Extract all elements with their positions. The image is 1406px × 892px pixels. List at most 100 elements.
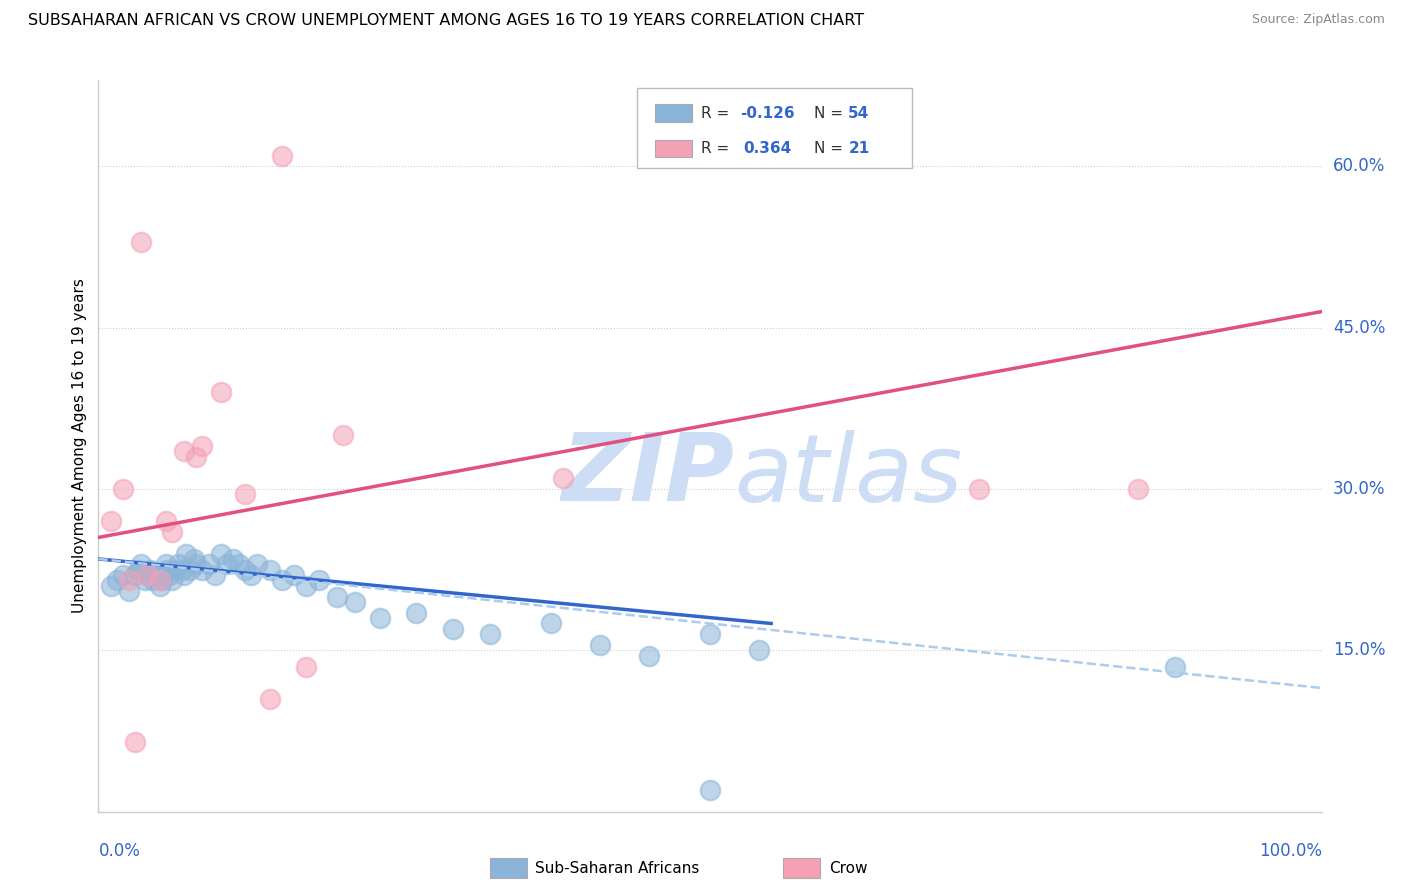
- Point: [149, 574, 172, 588]
- Point: [259, 563, 281, 577]
- Point: [1128, 482, 1150, 496]
- Point: [134, 574, 156, 588]
- Point: [183, 552, 205, 566]
- Point: [155, 558, 177, 572]
- Text: atlas: atlas: [734, 430, 963, 521]
- Point: [209, 385, 232, 400]
- Point: [155, 514, 177, 528]
- Point: [699, 627, 721, 641]
- Point: [127, 563, 149, 577]
- Point: [191, 563, 214, 577]
- Text: Source: ZipAtlas.com: Source: ZipAtlas.com: [1251, 13, 1385, 27]
- Point: [191, 439, 214, 453]
- FancyBboxPatch shape: [655, 104, 692, 122]
- Point: [129, 558, 152, 572]
- Text: 0.0%: 0.0%: [98, 842, 141, 860]
- Text: ZIP: ZIP: [561, 429, 734, 521]
- Point: [124, 568, 146, 582]
- Text: 45.0%: 45.0%: [1333, 318, 1385, 336]
- Text: N =: N =: [814, 105, 848, 120]
- Point: [139, 563, 162, 577]
- Text: R =: R =: [702, 141, 734, 156]
- Point: [553, 471, 575, 485]
- Point: [233, 487, 256, 501]
- Point: [176, 547, 198, 561]
- Point: [368, 611, 391, 625]
- Point: [441, 622, 464, 636]
- Point: [173, 444, 195, 458]
- Point: [209, 547, 232, 561]
- Point: [405, 606, 427, 620]
- FancyBboxPatch shape: [489, 858, 526, 879]
- Text: -0.126: -0.126: [741, 105, 796, 120]
- Point: [136, 568, 159, 582]
- Point: [118, 584, 141, 599]
- Point: [540, 616, 562, 631]
- Point: [228, 558, 250, 572]
- Text: Sub-Saharan Africans: Sub-Saharan Africans: [536, 861, 699, 876]
- Point: [163, 563, 186, 577]
- Point: [699, 783, 721, 797]
- Point: [160, 574, 183, 588]
- Point: [186, 450, 208, 464]
- Point: [118, 574, 141, 588]
- Text: 21: 21: [848, 141, 869, 156]
- Text: N =: N =: [814, 141, 848, 156]
- Point: [326, 590, 349, 604]
- Text: 60.0%: 60.0%: [1333, 157, 1385, 176]
- Point: [748, 643, 770, 657]
- Text: 0.364: 0.364: [742, 141, 792, 156]
- Point: [136, 568, 159, 582]
- Point: [179, 563, 201, 577]
- Point: [270, 148, 294, 162]
- Point: [295, 659, 318, 673]
- Point: [246, 558, 269, 572]
- Point: [105, 574, 128, 588]
- Point: [146, 568, 169, 582]
- Point: [222, 552, 245, 566]
- Point: [967, 482, 990, 496]
- Point: [270, 574, 294, 588]
- Point: [129, 235, 152, 249]
- Point: [308, 574, 330, 588]
- Text: SUBSAHARAN AFRICAN VS CROW UNEMPLOYMENT AMONG AGES 16 TO 19 YEARS CORRELATION CH: SUBSAHARAN AFRICAN VS CROW UNEMPLOYMENT …: [28, 13, 865, 29]
- Text: 54: 54: [848, 105, 869, 120]
- Point: [637, 648, 661, 663]
- Point: [186, 558, 208, 572]
- Point: [124, 735, 146, 749]
- Point: [589, 638, 612, 652]
- Point: [240, 568, 263, 582]
- Point: [283, 568, 305, 582]
- FancyBboxPatch shape: [783, 858, 820, 879]
- Point: [100, 514, 122, 528]
- Point: [344, 595, 367, 609]
- FancyBboxPatch shape: [655, 139, 692, 157]
- Point: [173, 568, 195, 582]
- Point: [197, 558, 219, 572]
- Point: [332, 428, 354, 442]
- Point: [149, 579, 172, 593]
- Point: [295, 579, 318, 593]
- Point: [167, 558, 190, 572]
- Point: [478, 627, 501, 641]
- Point: [1164, 659, 1187, 673]
- Point: [157, 568, 180, 582]
- Point: [215, 558, 238, 572]
- Point: [160, 524, 183, 539]
- Point: [142, 574, 165, 588]
- Text: 15.0%: 15.0%: [1333, 641, 1385, 659]
- Point: [155, 563, 177, 577]
- Point: [111, 482, 134, 496]
- Point: [111, 568, 134, 582]
- Y-axis label: Unemployment Among Ages 16 to 19 years: Unemployment Among Ages 16 to 19 years: [72, 278, 87, 614]
- Text: 30.0%: 30.0%: [1333, 480, 1385, 498]
- Text: 100.0%: 100.0%: [1258, 842, 1322, 860]
- Text: R =: R =: [702, 105, 734, 120]
- Point: [100, 579, 122, 593]
- Text: Crow: Crow: [828, 861, 868, 876]
- Point: [204, 568, 226, 582]
- Point: [259, 691, 281, 706]
- Point: [233, 563, 256, 577]
- FancyBboxPatch shape: [637, 87, 912, 168]
- Point: [150, 574, 173, 588]
